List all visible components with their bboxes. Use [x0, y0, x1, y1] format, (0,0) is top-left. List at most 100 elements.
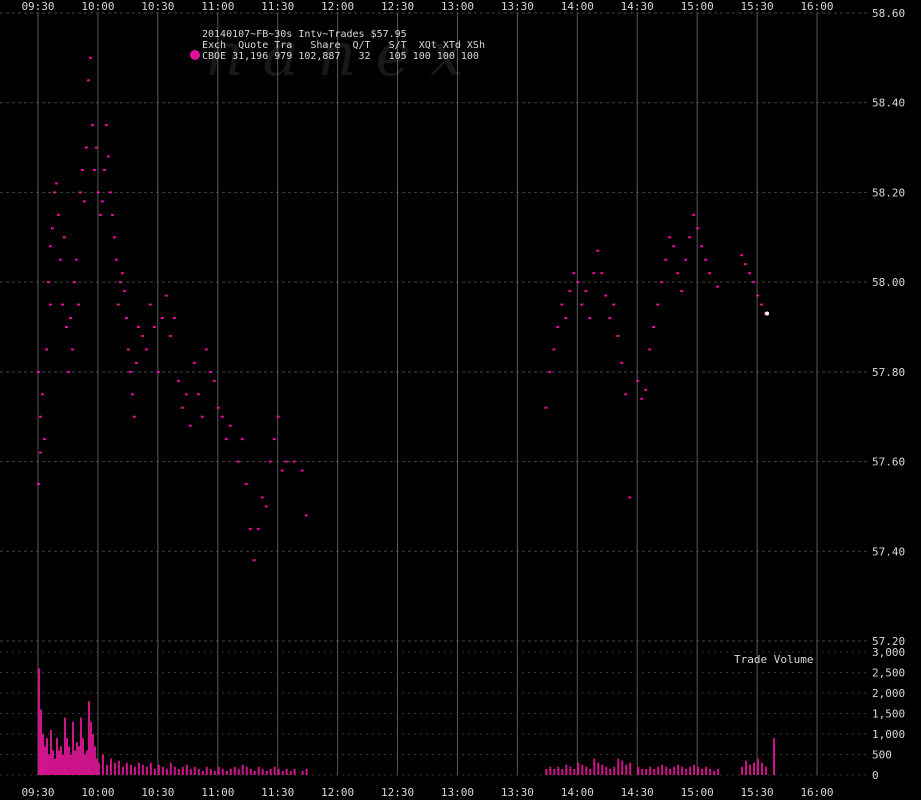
trade-point [236, 460, 240, 463]
volume-bar [573, 768, 576, 775]
trade-point [134, 361, 138, 364]
trade-point [252, 559, 256, 562]
volume-bar [93, 746, 96, 775]
trade-point [284, 460, 288, 463]
volume-bar [81, 738, 84, 775]
x-tick-label-top: 12:30 [381, 0, 414, 13]
volume-bar [689, 766, 692, 775]
volume-bar [753, 762, 756, 775]
trade-point [58, 258, 62, 261]
volume-bar [79, 717, 82, 775]
trade-point [596, 249, 600, 252]
trade-point [216, 406, 220, 409]
trade-point [156, 370, 160, 373]
volume-bar [705, 766, 708, 775]
trade-point [76, 303, 80, 306]
trade-point [588, 317, 592, 320]
volume-bar [117, 760, 120, 775]
trade-point [128, 370, 132, 373]
trade-point [144, 348, 148, 351]
trade-point [276, 415, 280, 418]
trade-point [548, 370, 552, 373]
volume-bar [85, 750, 88, 775]
trade-point [86, 79, 90, 82]
trade-point [52, 191, 56, 194]
trade-point [74, 258, 78, 261]
trade-point [40, 393, 44, 396]
volume-bar [217, 766, 220, 775]
trade-point [716, 285, 720, 288]
volume-bar [185, 764, 188, 775]
trade-point [160, 317, 164, 320]
volume-bar [55, 738, 58, 775]
trade-point [204, 348, 208, 351]
volume-bar [165, 768, 168, 775]
volume-bar [661, 764, 664, 775]
x-tick-label-bottom: 09:30 [21, 786, 54, 799]
trade-point [692, 213, 696, 216]
volume-bar [569, 766, 572, 775]
volume-tick-label: 1,500 [872, 708, 905, 721]
y-tick-label: 58.20 [872, 186, 905, 199]
trade-point [60, 303, 64, 306]
volume-bar [201, 770, 204, 775]
volume-bar [269, 768, 272, 775]
trade-point [176, 379, 180, 382]
volume-bar [293, 768, 296, 775]
trade-point [50, 227, 54, 230]
trade-point [544, 406, 548, 409]
volume-bar [701, 768, 704, 775]
trade-point [612, 303, 616, 306]
volume-bar [51, 750, 54, 775]
trade-point [280, 469, 284, 472]
volume-bar [49, 729, 52, 775]
volume-bar [157, 764, 160, 775]
trade-point [212, 379, 216, 382]
volume-tick-label: 500 [872, 749, 892, 762]
volume-bar [129, 764, 132, 775]
legend: 20140107~FB~30s Intv~Trades $57.95 Exch … [190, 29, 485, 62]
volume-bar [717, 768, 720, 775]
volume-bar [209, 768, 212, 775]
trade-point [704, 258, 708, 261]
trade-point [168, 334, 172, 337]
trade-point [228, 424, 232, 427]
volume-bar [109, 758, 112, 775]
trade-point [46, 281, 50, 284]
trade-point [200, 415, 204, 418]
y-tick-label: 57.20 [872, 635, 905, 648]
volume-bar [233, 766, 236, 775]
trade-point [37, 483, 40, 485]
volume-bar [121, 766, 124, 775]
trade-point [248, 527, 252, 530]
volume-bar [557, 766, 560, 775]
trade-point [120, 272, 124, 275]
volume-bar [629, 762, 632, 775]
volume-bars [38, 668, 776, 775]
trade-point [88, 56, 92, 59]
volume-bar [713, 770, 716, 775]
volume-bar [205, 766, 208, 775]
volume-bar [609, 768, 612, 775]
trade-point [96, 191, 100, 194]
volume-bar [237, 768, 240, 775]
volume-bar [197, 768, 200, 775]
volume-bar [565, 764, 568, 775]
volume-bar [773, 738, 776, 775]
x-tick-label-top: 14:30 [621, 0, 654, 13]
volume-bar [749, 764, 752, 775]
trade-point [676, 272, 680, 275]
axis-labels: 09:30 09:30 10:00 10:00 10:30 10:30 11:00 11:00… [21, 0, 905, 799]
x-tick-label-bottom: 12:30 [381, 786, 414, 799]
trade-point [37, 370, 40, 373]
volume-label: Trade Volume [734, 653, 813, 666]
volume-bar [105, 764, 108, 775]
x-tick-label-bottom: 14:00 [561, 786, 594, 799]
trade-point [38, 415, 42, 418]
volume-bar [765, 766, 768, 775]
x-tick-label-top: 09:30 [21, 0, 54, 13]
trade-point [220, 415, 224, 418]
trade-point [108, 191, 112, 194]
legend-row: CBOE 31,196 979 102,887 32 105 100 100 1… [202, 51, 479, 62]
trade-point [696, 227, 700, 230]
